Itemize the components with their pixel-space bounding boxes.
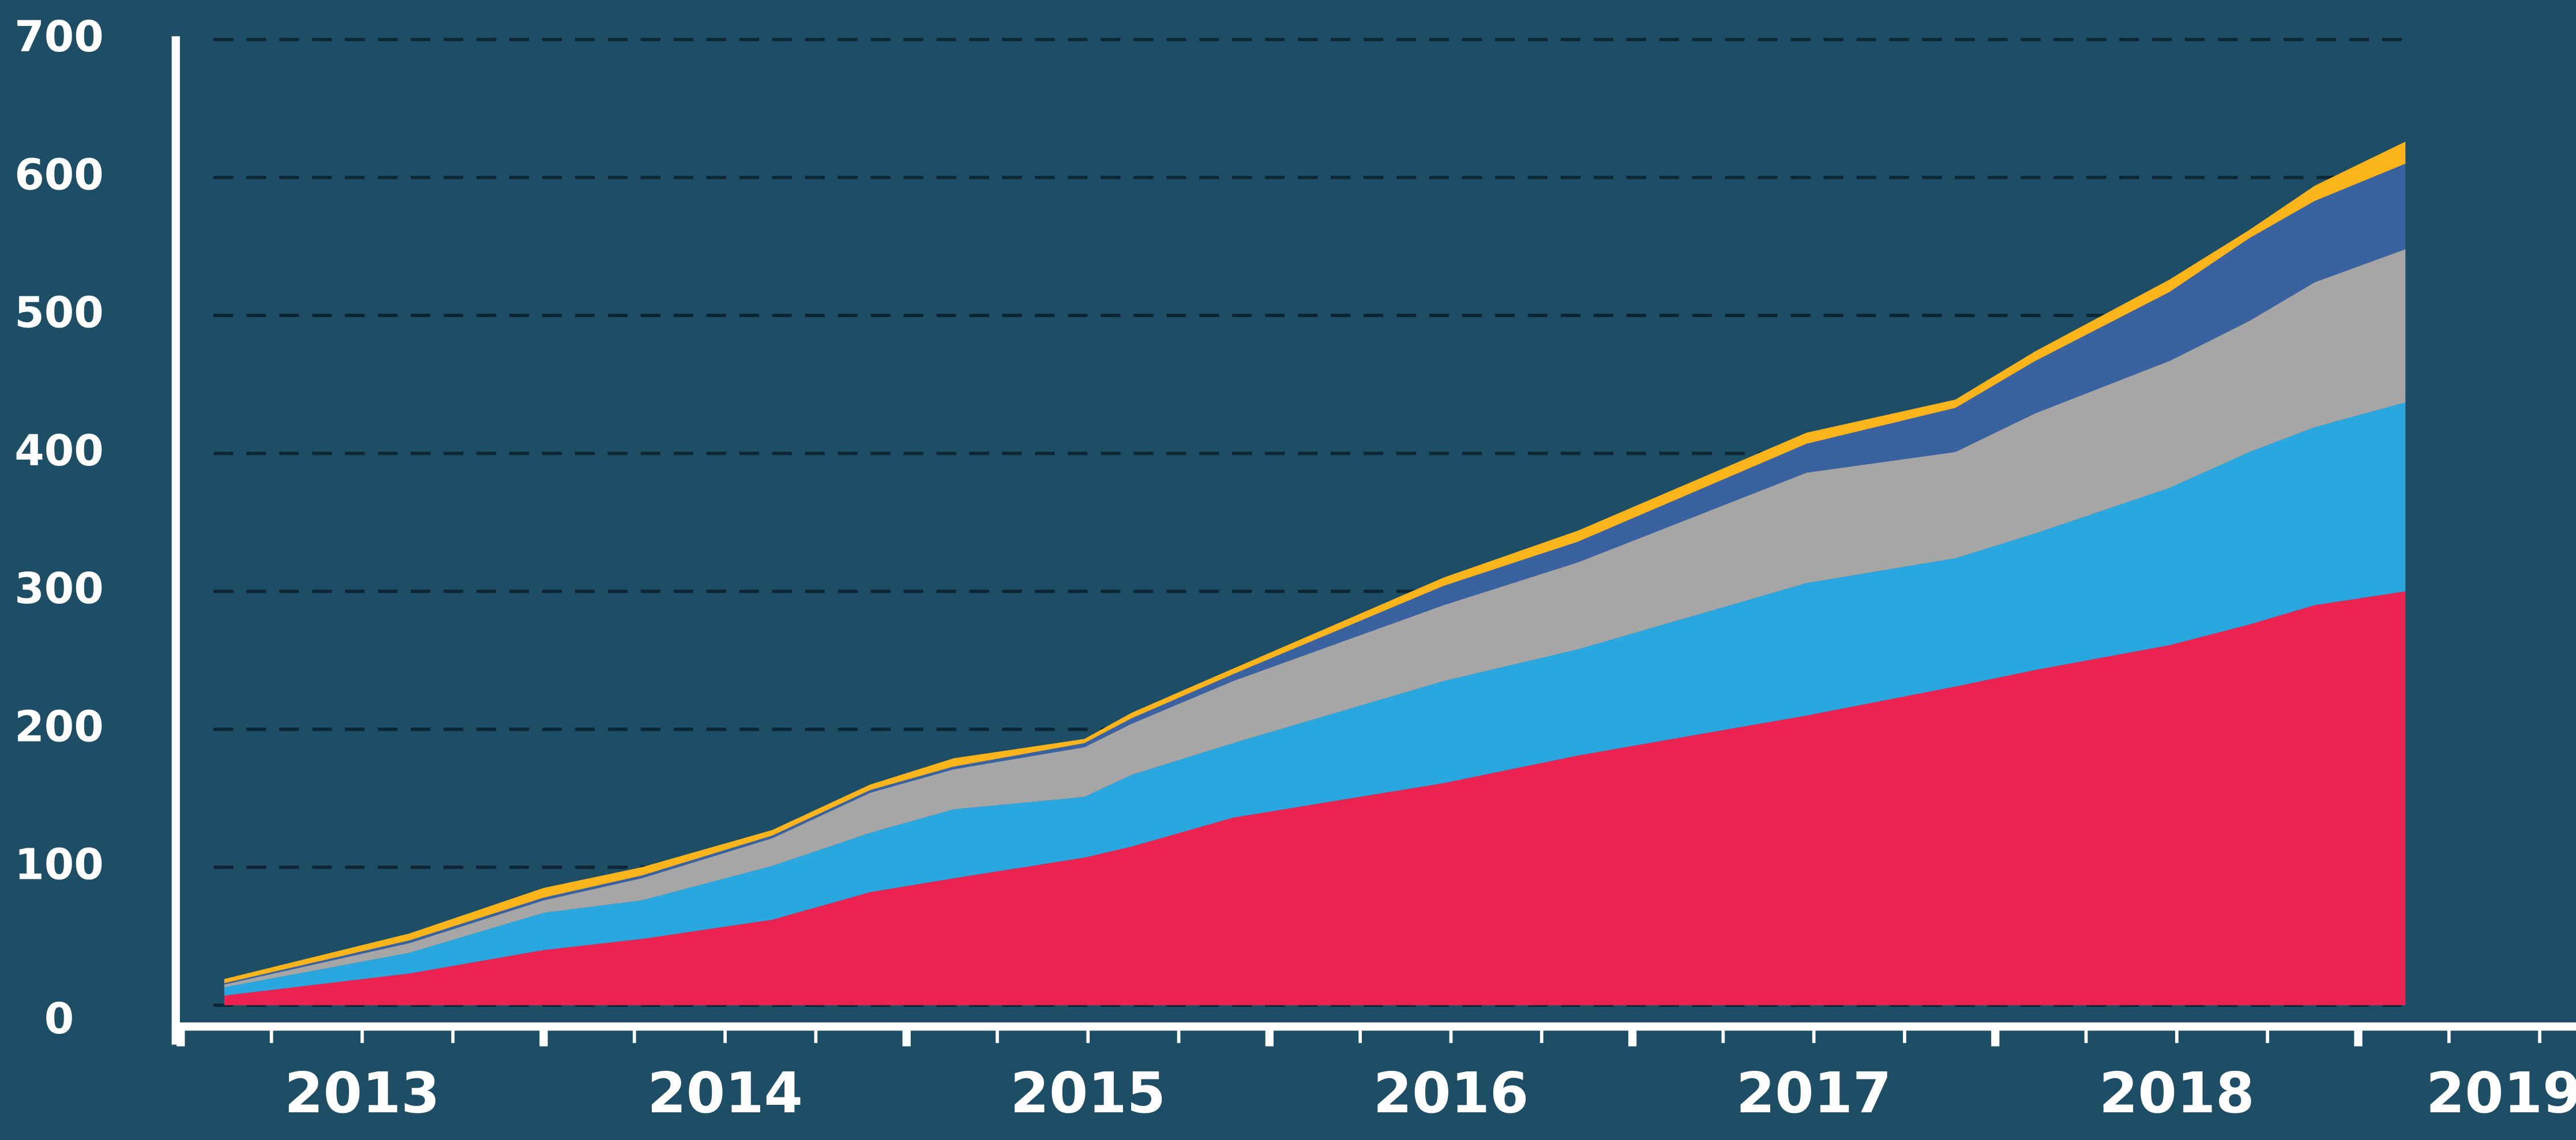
areas [224,141,2406,1006]
x-tick-label: 2017 [1736,1060,1892,1126]
y-tick-label: 300 [14,564,104,614]
x-tick-label: 2013 [284,1060,440,1126]
y-tick-label: 600 [14,150,104,200]
x-tick-label: 2019 [2426,1060,2576,1126]
y-tick-label: 500 [14,288,104,338]
x-tick-label: 2014 [647,1060,803,1126]
x-tick-label: 2015 [1011,1060,1166,1126]
y-tick-label: 0 [44,994,74,1044]
y-tick-label: 400 [14,426,104,476]
y-tick-label: 100 [14,840,104,890]
axes: 0 100 200 300 400 500 600 700 2013 2014 2015 2016 20… [14,12,2576,1126]
y-tick-label: 200 [14,702,104,751]
x-tick-label: 2018 [2099,1060,2255,1126]
y-tick-label: 700 [14,12,104,62]
x-tick-label: 2016 [1373,1060,1529,1126]
area [224,591,2406,1006]
